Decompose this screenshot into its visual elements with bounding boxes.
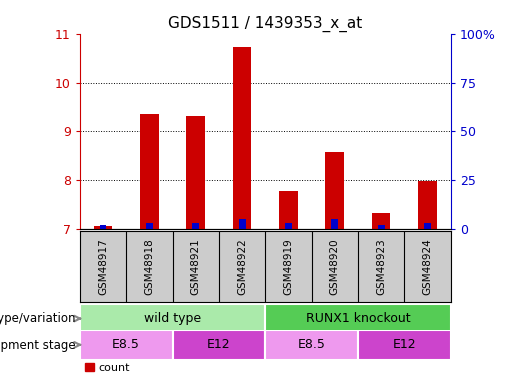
Bar (325, 152, 344, 229)
Title: GDS1511 / 1439353_x_at: GDS1511 / 1439353_x_at (168, 16, 363, 32)
Legend: count, percentile rank within the sample: count, percentile rank within the sample (85, 363, 286, 375)
Bar (358, 330, 451, 360)
Text: GSM48921: GSM48921 (191, 238, 201, 295)
Bar (173, 330, 265, 360)
Bar (192, 223, 199, 229)
Bar (265, 330, 358, 360)
Bar (238, 219, 246, 229)
Text: GSM48923: GSM48923 (376, 238, 386, 295)
Text: genotype/variation: genotype/variation (0, 312, 76, 325)
Bar (265, 304, 451, 334)
Text: wild type: wild type (144, 312, 201, 325)
Bar (80, 304, 265, 334)
Bar (372, 213, 390, 229)
Text: GSM48924: GSM48924 (422, 238, 433, 295)
Bar (279, 191, 298, 229)
Text: E8.5: E8.5 (298, 339, 325, 351)
Bar (94, 226, 112, 229)
Bar (377, 225, 385, 229)
Text: RUNX1 knockout: RUNX1 knockout (305, 312, 410, 325)
Text: GSM48922: GSM48922 (237, 238, 247, 295)
Bar (140, 114, 159, 229)
Bar (146, 223, 153, 229)
Bar (186, 116, 205, 229)
Bar (285, 223, 292, 229)
Text: E12: E12 (207, 339, 231, 351)
Bar (331, 219, 338, 229)
Bar (233, 47, 251, 229)
Text: E12: E12 (392, 339, 416, 351)
Text: GSM48919: GSM48919 (283, 238, 294, 295)
Text: GSM48917: GSM48917 (98, 238, 108, 295)
Bar (99, 225, 107, 229)
Text: GSM48920: GSM48920 (330, 238, 340, 295)
Text: GSM48918: GSM48918 (144, 238, 154, 295)
Text: development stage: development stage (0, 339, 76, 351)
Bar (80, 330, 173, 360)
Text: E8.5: E8.5 (112, 339, 140, 351)
Bar (418, 181, 437, 229)
Bar (424, 223, 431, 229)
